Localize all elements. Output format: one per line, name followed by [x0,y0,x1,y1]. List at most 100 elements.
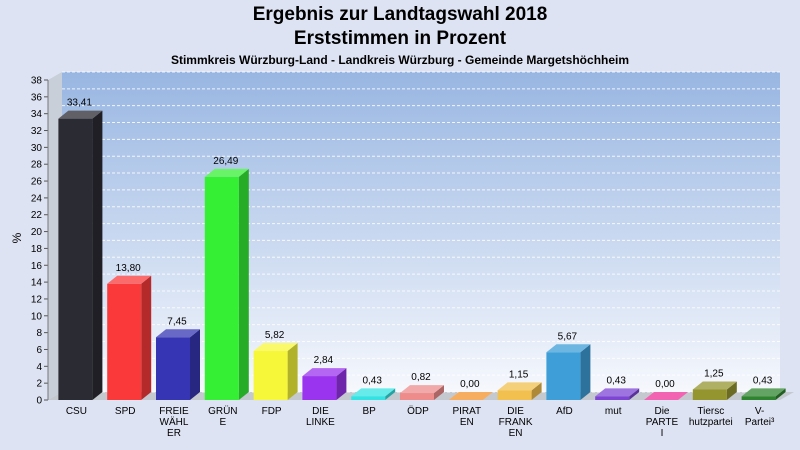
x-tick-label: I [661,428,664,439]
bar [692,381,737,400]
bar-top [644,392,688,400]
y-tick-label: 32 [31,126,43,137]
bar [107,275,152,400]
bar-front [58,118,93,400]
bar [644,392,688,400]
y-tick-label: 22 [31,210,43,221]
bar-side [336,368,347,400]
x-tick-label: hutzpartei [689,417,733,428]
bar-side [726,381,737,400]
x-tick-label: mut [605,406,622,417]
value-label: 5,82 [265,330,285,341]
y-tick-label: 26 [31,177,43,188]
x-tick-label: EN [509,428,523,439]
bar [546,344,591,400]
y-tick-label: 16 [31,261,43,272]
x-tick-label: Die [654,406,669,417]
value-label: 5,67 [558,331,578,342]
bar-top [302,368,347,377]
y-tick-label: 20 [31,227,43,238]
value-label: 7,45 [167,316,187,327]
bar [595,388,640,400]
bar [253,342,298,400]
bar [302,368,347,400]
y-tick-label: 0 [36,396,42,407]
bar-top [546,344,591,353]
x-tick-label: FDP [262,406,282,417]
value-label: 13,80 [116,263,141,274]
x-tick-label: ÖDP [407,405,429,417]
y-tick-label: 28 [31,160,43,171]
bar-side [141,275,152,400]
y-tick-label: 34 [31,109,43,120]
value-label: 26,49 [213,156,238,167]
y-tick-label: 10 [31,311,43,322]
value-label: 0,43 [606,375,626,386]
bar-front [595,396,630,400]
x-tick-label: PARTE [646,417,679,428]
x-tick-label: EN [460,417,474,428]
x-tick-label: BP [363,406,377,417]
bar-side [531,382,542,400]
bar-front [546,352,581,400]
bar [58,110,103,400]
x-tick-label: E [219,417,226,428]
x-tick-label: GRÜN [208,405,237,417]
y-tick-label: 38 [31,76,43,87]
bar-side [287,342,298,400]
bar-front [156,337,190,400]
bar-front [692,389,727,400]
bar-top [253,342,298,351]
bar [351,388,396,400]
bar-side [580,344,591,400]
y-tick-label: 36 [31,92,43,103]
bar-front [497,390,532,400]
bar-front [351,396,386,400]
bar-front [204,176,239,400]
bar-top [58,110,103,119]
bar-top [741,388,786,397]
x-tick-label: WÄHL [160,416,189,428]
x-tick-label: DIE [507,406,524,417]
x-tick-label: AfD [556,406,573,417]
y-tick-label: 12 [31,294,43,305]
bar-top [400,385,444,394]
bar-side [629,388,640,400]
bar [400,385,444,400]
bar-front [400,393,434,400]
bar-front [107,283,142,400]
bar-side [238,168,249,400]
bar-top [692,381,737,390]
y-tick-label: 2 [36,379,42,390]
y-tick-label: 18 [31,244,43,255]
bar-top [204,168,249,177]
chart-location: Stimmkreis Würzburg-Land - Landkreis Wür… [170,53,630,67]
value-label: 33,41 [67,98,92,109]
y-tick-label: 8 [36,328,42,339]
bar [204,168,249,400]
bar-top [107,275,152,284]
bar-side [434,385,444,400]
x-tick-label: Partei³ [745,417,775,428]
chart-title: Ergebnis zur Landtagswahl 2018 [252,4,548,25]
bar [156,329,200,400]
value-label: 0,00 [460,379,480,390]
chart-subtitle: Erststimmen in Prozent [293,28,507,49]
bar-top [595,388,640,397]
y-tick-label: 4 [36,362,42,373]
bar-side [385,388,396,400]
bar [448,392,493,400]
y-tick-label: 14 [31,278,43,289]
bar-side [92,110,103,400]
value-label: 0,43 [753,375,773,386]
bar-side [775,388,786,400]
x-tick-label: FREIE [159,406,189,417]
bar-top [351,388,396,397]
bar-side [190,329,200,400]
x-tick-label: Tiersc [697,406,724,417]
y-tick-label: 30 [31,143,43,154]
bar [497,382,542,400]
y-tick-label: 24 [31,193,43,204]
value-label: 1,15 [509,369,529,380]
